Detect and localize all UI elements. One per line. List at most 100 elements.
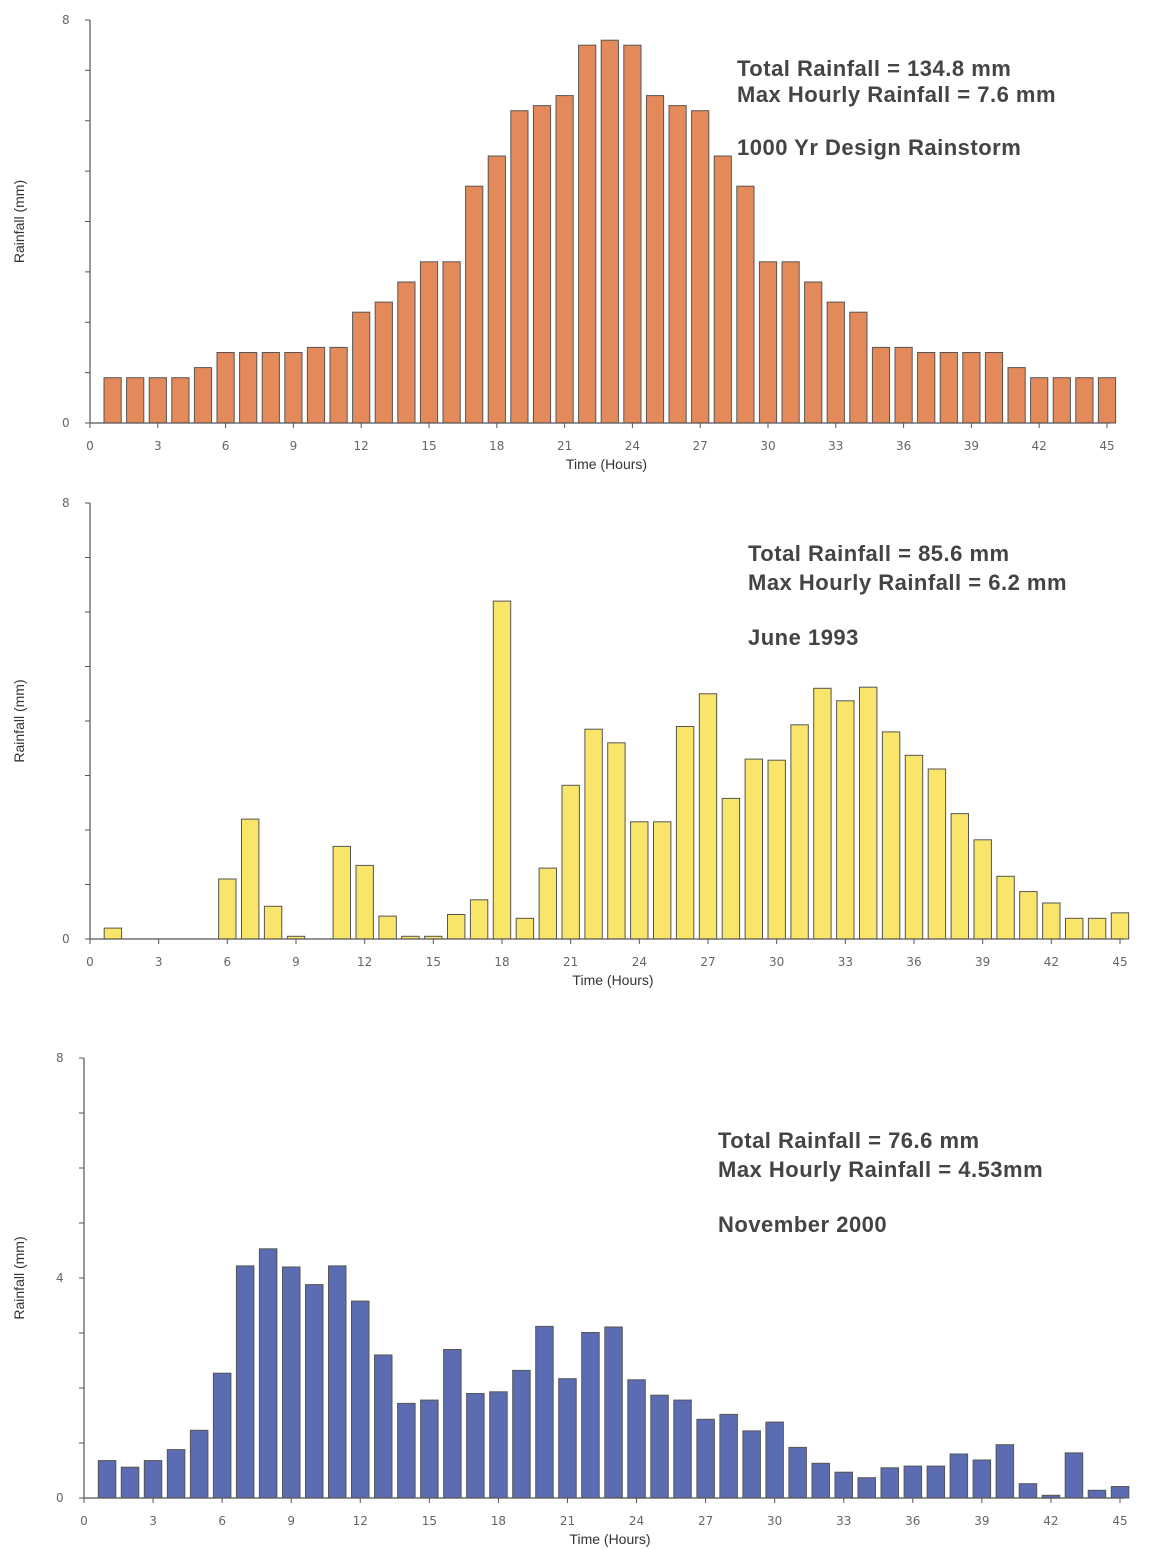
x-tick-label: 45 xyxy=(1099,439,1114,453)
bar-hour-30 xyxy=(759,262,776,423)
bar-hour-23 xyxy=(601,40,618,423)
x-tick-label: 42 xyxy=(1043,1514,1058,1528)
max-hourly-rainfall-label: Max Hourly Rainfall = 4.53mm xyxy=(718,1157,1043,1182)
x-tick-label: 30 xyxy=(769,955,784,969)
bar-hour-3 xyxy=(149,378,166,423)
x-tick-label: 39 xyxy=(975,955,990,969)
bar-hour-12 xyxy=(352,1301,370,1498)
bar-hour-40 xyxy=(985,353,1002,424)
bar-hour-31 xyxy=(791,725,808,939)
bar-hour-39 xyxy=(973,1460,991,1498)
bar-hour-44 xyxy=(1088,918,1105,939)
bar-hour-9 xyxy=(285,353,302,424)
bar-hour-4 xyxy=(172,378,189,423)
x-tick-label: 21 xyxy=(563,955,578,969)
x-tick-label: 6 xyxy=(222,439,230,453)
x-tick-label: 39 xyxy=(964,439,979,453)
bar-hour-18 xyxy=(490,1392,508,1498)
x-tick-label: 36 xyxy=(896,439,911,453)
bar-hour-28 xyxy=(720,1414,738,1498)
x-tick-label: 33 xyxy=(838,955,853,969)
x-tick-label: 3 xyxy=(149,1514,157,1528)
x-tick-label: 21 xyxy=(557,439,572,453)
x-tick-label: 45 xyxy=(1112,1514,1127,1528)
bar-hour-43 xyxy=(1066,918,1083,939)
bar-hour-18 xyxy=(488,156,505,423)
bar-hour-8 xyxy=(264,906,281,939)
x-axis-title: Time (Hours) xyxy=(572,972,653,988)
bar-hour-44 xyxy=(1076,378,1093,423)
bar-hour-17 xyxy=(470,900,487,939)
y-tick-label: 8 xyxy=(56,1051,64,1065)
y-tick-label: 0 xyxy=(62,416,70,430)
bar-hour-37 xyxy=(928,769,945,939)
x-tick-label: 9 xyxy=(290,439,298,453)
bar-hour-17 xyxy=(467,1394,485,1499)
storm-event-label: November 2000 xyxy=(718,1212,887,1237)
bar-hour-21 xyxy=(559,1379,577,1498)
x-tick-label: 27 xyxy=(700,955,715,969)
bar-hour-22 xyxy=(582,1333,600,1499)
x-tick-label: 12 xyxy=(354,439,369,453)
bar-hour-3 xyxy=(144,1461,162,1498)
bar-hour-27 xyxy=(699,694,716,939)
x-tick-label: 15 xyxy=(421,439,436,453)
x-tick-label: 18 xyxy=(491,1514,506,1528)
x-tick-label: 18 xyxy=(489,439,504,453)
bar-hour-1 xyxy=(98,1461,116,1498)
bar-hour-31 xyxy=(782,262,799,423)
bar-hour-29 xyxy=(743,1431,761,1498)
bar-hour-5 xyxy=(194,368,211,423)
y-tick-label: 8 xyxy=(62,13,70,27)
bar-hour-13 xyxy=(375,1355,393,1498)
x-tick-label: 18 xyxy=(494,955,509,969)
bar-hour-16 xyxy=(448,915,465,940)
bar-hour-44 xyxy=(1088,1490,1106,1498)
bar-hour-26 xyxy=(676,727,693,940)
bar-hour-29 xyxy=(745,759,762,939)
bar-hour-35 xyxy=(881,1468,899,1498)
bar-hour-33 xyxy=(837,701,854,939)
bar-hour-12 xyxy=(353,312,370,423)
x-tick-label: 15 xyxy=(422,1514,437,1528)
x-tick-label: 39 xyxy=(974,1514,989,1528)
x-tick-label: 0 xyxy=(86,955,94,969)
x-tick-label: 6 xyxy=(224,955,232,969)
bar-hour-1 xyxy=(104,378,121,423)
bar-hour-40 xyxy=(997,876,1014,939)
total-rainfall-label: Total Rainfall = 85.6 mm xyxy=(748,541,1010,566)
x-tick-label: 42 xyxy=(1044,955,1059,969)
bar-hour-21 xyxy=(562,785,579,939)
bar-hour-28 xyxy=(722,798,739,939)
bar-hour-24 xyxy=(631,822,648,939)
bar-hour-24 xyxy=(624,45,641,423)
bar-hour-23 xyxy=(608,743,625,939)
max-hourly-rainfall-label: Max Hourly Rainfall = 7.6 mm xyxy=(737,82,1056,107)
x-tick-label: 27 xyxy=(693,439,708,453)
bar-hour-20 xyxy=(536,1326,554,1498)
bar-hour-34 xyxy=(850,312,867,423)
bar-hour-32 xyxy=(814,688,831,939)
bar-hour-10 xyxy=(306,1285,324,1498)
bar-hour-9 xyxy=(283,1267,301,1498)
bar-hour-33 xyxy=(827,302,844,423)
bar-hour-20 xyxy=(533,106,550,423)
x-tick-label: 30 xyxy=(760,439,775,453)
bar-hour-22 xyxy=(585,729,602,939)
bar-hour-34 xyxy=(860,687,877,939)
x-tick-label: 6 xyxy=(218,1514,226,1528)
bar-hour-25 xyxy=(651,1395,669,1498)
x-tick-label: 9 xyxy=(287,1514,295,1528)
storm-event-label: June 1993 xyxy=(748,625,859,650)
bar-hour-29 xyxy=(737,186,754,423)
bar-hour-11 xyxy=(330,347,347,423)
bar-hour-11 xyxy=(333,846,350,939)
y-axis-title: Rainfall (mm) xyxy=(11,1236,27,1319)
x-tick-label: 42 xyxy=(1032,439,1047,453)
bar-hour-15 xyxy=(420,262,437,423)
x-tick-label: 3 xyxy=(154,439,162,453)
bar-hour-45 xyxy=(1111,913,1128,939)
x-tick-label: 15 xyxy=(426,955,441,969)
